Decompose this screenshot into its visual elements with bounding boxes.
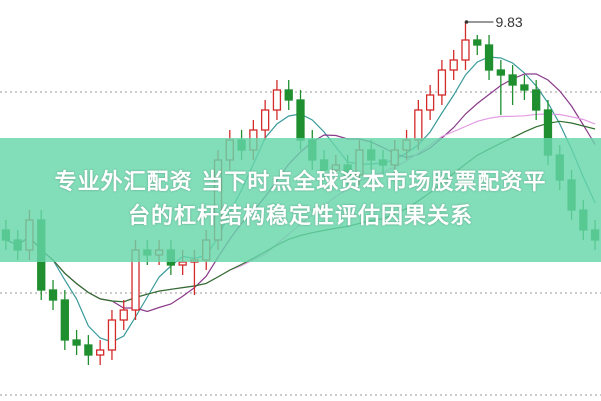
candle-up <box>437 69 447 96</box>
candle-up <box>260 109 270 131</box>
title-line-2: 台的杠杆结构稳定性评估因果关系 <box>127 204 473 229</box>
candle-down <box>84 344 93 356</box>
title-banner: 专业外汇配资 当下时点全球资本市场股票配资平 台的杠杆结构稳定性评估因果关系 <box>0 138 601 262</box>
candle-up <box>178 261 187 266</box>
candle-up <box>414 109 423 141</box>
candle-down <box>473 39 482 46</box>
candle-down <box>60 299 69 341</box>
candle-up <box>107 319 117 351</box>
candle-down <box>484 44 494 71</box>
candle-up <box>425 94 435 111</box>
candle-down <box>72 339 81 346</box>
candle-down <box>532 89 541 111</box>
candle-down <box>296 99 305 141</box>
candle-down <box>496 69 505 76</box>
candle-down <box>508 74 517 86</box>
candle-up <box>272 89 282 111</box>
title-line-1: 专业外汇配资 当下时点全球资本市场股票配资平 <box>54 170 547 195</box>
max-annotation-arrow <box>464 20 469 24</box>
candle-down <box>520 84 529 91</box>
candle-up <box>461 39 470 61</box>
candle-up <box>96 349 105 356</box>
candle-down <box>284 89 293 101</box>
candle-down <box>48 289 58 301</box>
candle-up <box>449 59 458 71</box>
candle-up <box>119 309 128 321</box>
max-annotation-label: 9.83 <box>495 14 522 30</box>
